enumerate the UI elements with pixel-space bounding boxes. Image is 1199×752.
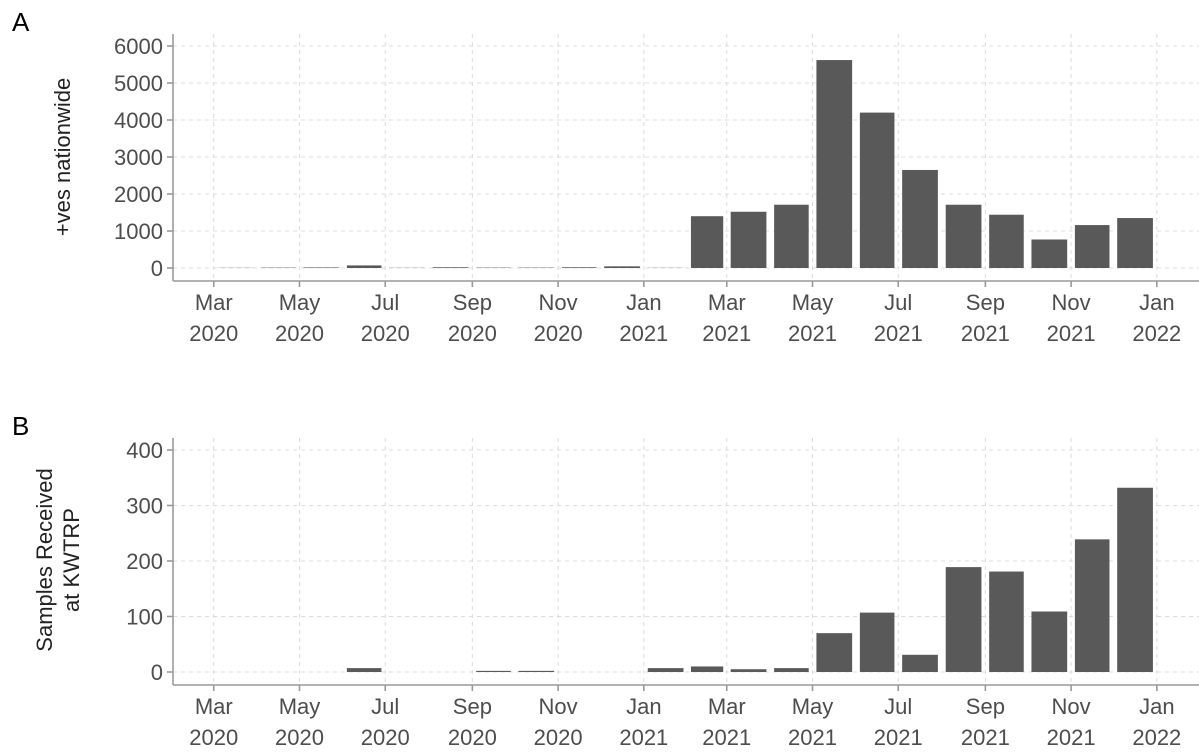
x-tick-label-year: 2021 <box>619 321 668 346</box>
bar <box>774 668 809 672</box>
x-tick-label-month: Sep <box>966 694 1005 719</box>
y-tick-label: 300 <box>126 494 163 519</box>
bar <box>476 670 511 672</box>
x-tick-label-year: 2020 <box>189 725 238 750</box>
x-tick-label-month: Sep <box>966 290 1005 315</box>
panel-b: 0 100 200 300 400 Mar 2020 May 2020 Jul 2020 Sep 202… <box>32 438 1199 750</box>
bar <box>690 216 724 268</box>
x-tick-label-month: Jan <box>626 694 661 719</box>
x-tick-label-year: 2020 <box>448 725 497 750</box>
bar <box>1074 225 1110 268</box>
bar <box>1031 239 1068 268</box>
x-tick-label-year: 2021 <box>1047 725 1096 750</box>
bar <box>859 612 895 672</box>
y-tick-label: 0 <box>151 256 163 281</box>
x-tick-label-month: Jan <box>626 290 661 315</box>
y-tick-label: 4000 <box>114 108 163 133</box>
bar <box>989 214 1024 268</box>
bar <box>346 265 382 268</box>
bar <box>730 211 767 268</box>
bar <box>945 567 982 672</box>
x-tick-label-year: 2021 <box>1047 321 1096 346</box>
x-tick-label-year: 2020 <box>275 321 324 346</box>
x-tick-label-year: 2021 <box>702 321 751 346</box>
x-tick-label-year: 2021 <box>788 725 837 750</box>
y-tick-label: 0 <box>151 660 163 685</box>
x-tick-label-month: Nov <box>539 694 578 719</box>
x-tick-label-month: Mar <box>708 694 746 719</box>
x-tick-label-year: 2020 <box>361 321 410 346</box>
x-tick-label-year: 2021 <box>961 321 1010 346</box>
panel-label-a: A <box>12 7 30 37</box>
bar <box>346 668 382 672</box>
y-axis-title: +ves nationwide <box>50 78 75 236</box>
x-tick-label-month: May <box>279 694 321 719</box>
x-tick-label-month: Sep <box>453 290 492 315</box>
bar <box>647 668 684 672</box>
bar <box>432 267 469 268</box>
x-tick-label-month: Nov <box>1052 694 1091 719</box>
bar <box>989 571 1024 672</box>
bar <box>303 267 340 268</box>
y-tick-label: 2000 <box>114 182 163 207</box>
bar <box>945 204 982 268</box>
x-tick-label-month: Jul <box>884 290 912 315</box>
y-tick-label: 6000 <box>114 34 163 59</box>
x-tick-label-year: 2020 <box>534 321 583 346</box>
x-tick-label-year: 2021 <box>961 725 1010 750</box>
y-axis-title: at KWTRP <box>59 508 84 612</box>
x-tick-label-month: Jul <box>884 694 912 719</box>
panel-a: 0 1000 2000 3000 4000 5000 6000 Mar 2020 May 2020 J… <box>50 34 1199 346</box>
x-tick-label-year: 2021 <box>702 725 751 750</box>
x-tick-label-year: 2020 <box>275 725 324 750</box>
bar <box>690 666 724 672</box>
y-tick-label: 5000 <box>114 71 163 96</box>
x-tick-label-year: 2020 <box>534 725 583 750</box>
y-tick-label: 3000 <box>114 145 163 170</box>
x-tick-label-year: 2022 <box>1132 321 1181 346</box>
x-tick-label-month: May <box>792 290 834 315</box>
x-tick-label-month: Nov <box>1052 290 1091 315</box>
x-tick-label-month: Mar <box>195 694 233 719</box>
bar <box>902 169 938 268</box>
bar <box>859 112 895 268</box>
x-tick-label-month: Jan <box>1139 694 1174 719</box>
y-tick-label: 200 <box>126 549 163 574</box>
y-tick-label: 100 <box>126 605 163 630</box>
x-tick-label-month: Mar <box>708 290 746 315</box>
x-tick-label-month: Jan <box>1139 290 1174 315</box>
bar <box>774 204 809 268</box>
x-tick-label-year: 2021 <box>619 725 668 750</box>
y-axis-title: Samples Received <box>32 468 57 651</box>
bar <box>816 60 853 269</box>
bar <box>1031 611 1068 672</box>
y-tick-label: 1000 <box>114 219 163 244</box>
bar <box>1117 487 1153 672</box>
bar <box>518 670 555 672</box>
x-tick-label-month: Nov <box>539 290 578 315</box>
bar <box>730 669 767 672</box>
x-tick-label-month: May <box>279 290 321 315</box>
x-tick-label-month: Sep <box>453 694 492 719</box>
x-tick-label-year: 2020 <box>448 321 497 346</box>
x-tick-label-month: Jul <box>371 290 399 315</box>
x-tick-label-year: 2020 <box>361 725 410 750</box>
x-tick-label-year: 2021 <box>788 321 837 346</box>
bar <box>561 267 597 268</box>
x-tick-label-year: 2021 <box>874 725 923 750</box>
x-tick-label-year: 2021 <box>874 321 923 346</box>
bar <box>902 654 938 672</box>
bar <box>1117 218 1153 268</box>
bar <box>1074 539 1110 672</box>
bar <box>604 266 640 268</box>
x-tick-label-year: 2022 <box>1132 725 1181 750</box>
x-tick-label-month: Jul <box>371 694 399 719</box>
y-tick-label: 400 <box>126 438 163 463</box>
panel-label-b: B <box>12 411 29 441</box>
bar <box>816 633 853 672</box>
x-tick-label-month: May <box>792 694 834 719</box>
x-tick-label-month: Mar <box>195 290 233 315</box>
x-tick-label-year: 2020 <box>189 321 238 346</box>
